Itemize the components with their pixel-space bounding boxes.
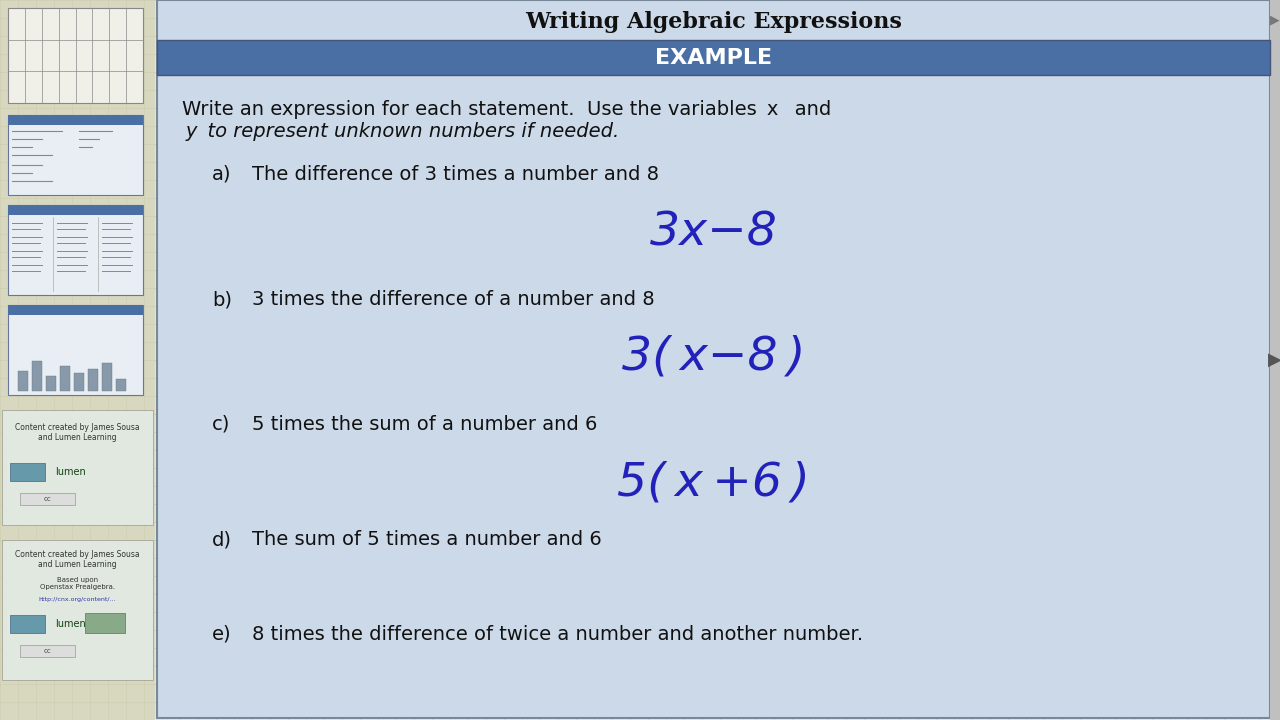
Text: Writing Algebraic Expressions: Writing Algebraic Expressions	[525, 11, 902, 33]
Text: 5( x +6 ): 5( x +6 )	[617, 460, 810, 505]
Text: 3( x−8 ): 3( x−8 )	[622, 335, 805, 380]
Bar	[32, 361, 42, 391]
Bar	[157, 40, 1270, 75]
Text: Write an expression for each statement.  Use the variables  x   and: Write an expression for each statement. …	[182, 100, 831, 119]
Bar	[10, 615, 45, 633]
Text: lumen: lumen	[55, 467, 86, 477]
Text: Content created by James Sousa
and Lumen Learning: Content created by James Sousa and Lumen…	[15, 550, 140, 570]
Bar	[10, 463, 45, 481]
Text: a): a)	[212, 165, 232, 184]
Bar	[116, 379, 125, 391]
Text: d): d)	[212, 530, 232, 549]
Bar	[20, 493, 76, 505]
Text: The difference of 3 times a number and 8: The difference of 3 times a number and 8	[252, 165, 659, 184]
Bar	[8, 115, 143, 125]
Text: c): c)	[212, 415, 230, 434]
Bar	[84, 613, 125, 633]
Bar	[18, 371, 28, 391]
Bar	[8, 115, 143, 195]
Text: http://cnx.org/content/...: http://cnx.org/content/...	[38, 597, 116, 602]
Bar	[74, 373, 84, 391]
Text: b): b)	[212, 290, 232, 309]
Text: 8 times the difference of twice a number and another number.: 8 times the difference of twice a number…	[252, 625, 863, 644]
Bar	[3, 410, 154, 525]
Bar	[88, 369, 99, 391]
Text: lumen: lumen	[55, 619, 86, 629]
Bar	[8, 8, 143, 103]
Bar	[102, 363, 113, 391]
Bar	[3, 540, 154, 680]
Bar	[1270, 0, 1280, 720]
Text: y  to represent unknown numbers if needed.: y to represent unknown numbers if needed…	[182, 122, 620, 141]
Text: Based upon
Openstax Prealgebra.: Based upon Openstax Prealgebra.	[40, 577, 115, 590]
Text: cc: cc	[44, 496, 51, 502]
Bar	[8, 305, 143, 315]
Text: cc: cc	[44, 648, 51, 654]
Text: 3 times the difference of a number and 8: 3 times the difference of a number and 8	[252, 290, 654, 309]
Bar	[8, 205, 143, 295]
Bar	[157, 0, 1270, 718]
Bar	[8, 305, 143, 395]
Bar	[20, 645, 76, 657]
Text: ▶: ▶	[1268, 351, 1280, 369]
Bar	[0, 0, 155, 720]
Text: ▶: ▶	[1270, 14, 1280, 27]
Bar	[60, 366, 70, 391]
Text: 5 times the sum of a number and 6: 5 times the sum of a number and 6	[252, 415, 598, 434]
Bar	[8, 205, 143, 215]
Text: The sum of 5 times a number and 6: The sum of 5 times a number and 6	[252, 530, 602, 549]
Text: Content created by James Sousa
and Lumen Learning: Content created by James Sousa and Lumen…	[15, 423, 140, 442]
Text: EXAMPLE: EXAMPLE	[655, 48, 772, 68]
Text: e): e)	[212, 625, 232, 644]
Text: 3x−8: 3x−8	[649, 210, 777, 255]
Bar	[46, 376, 56, 391]
